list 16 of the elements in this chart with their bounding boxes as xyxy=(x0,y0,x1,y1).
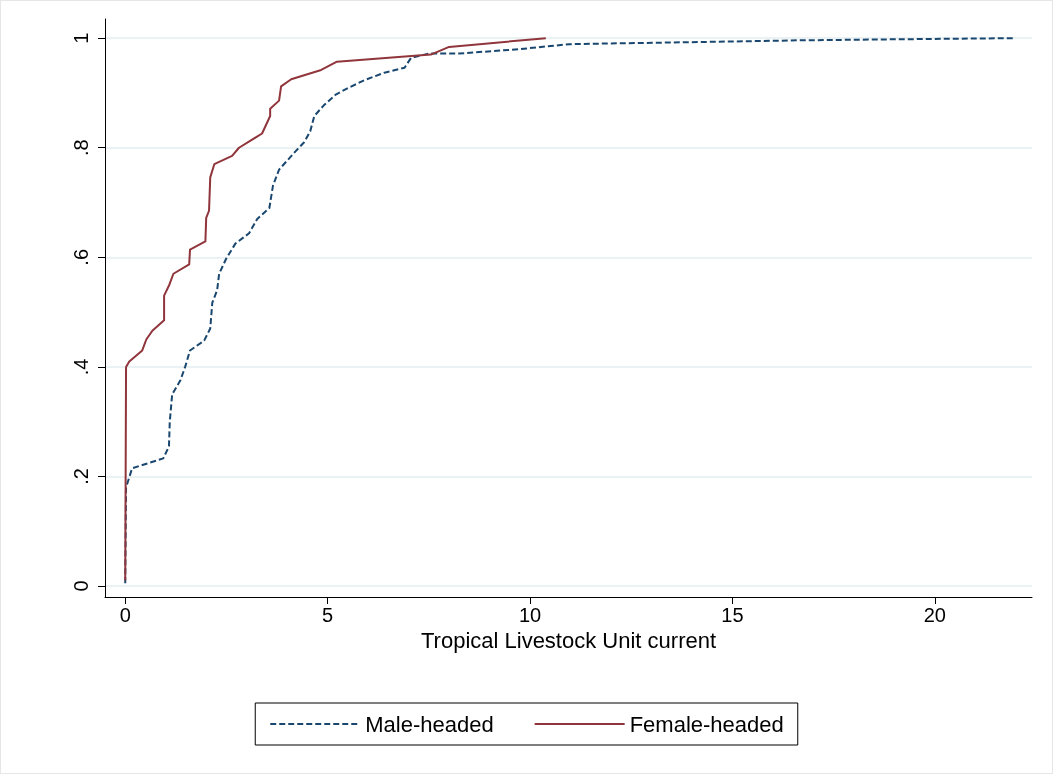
x-tick-label: 5 xyxy=(322,604,334,626)
y-tick-label: .2 xyxy=(70,468,92,485)
y-tick-label: .6 xyxy=(70,248,92,266)
y-tick-label: .8 xyxy=(70,139,92,157)
line-series xyxy=(124,37,547,582)
x-tick-label: 0 xyxy=(119,604,131,626)
y-tick-label: .4 xyxy=(70,358,92,376)
x-axis-title: Tropical Livestock Unit current xyxy=(420,628,717,654)
x-tick-label: 10 xyxy=(518,604,542,626)
legend-label: Female-headed xyxy=(629,711,784,737)
y-tick-label: 0 xyxy=(70,580,92,592)
x-tick-label: 15 xyxy=(721,604,744,626)
y-tick-label: 1 xyxy=(70,32,92,44)
legend-label: Male-headed xyxy=(365,711,494,737)
line-series xyxy=(124,37,1015,585)
x-tick-label: 20 xyxy=(923,604,946,626)
